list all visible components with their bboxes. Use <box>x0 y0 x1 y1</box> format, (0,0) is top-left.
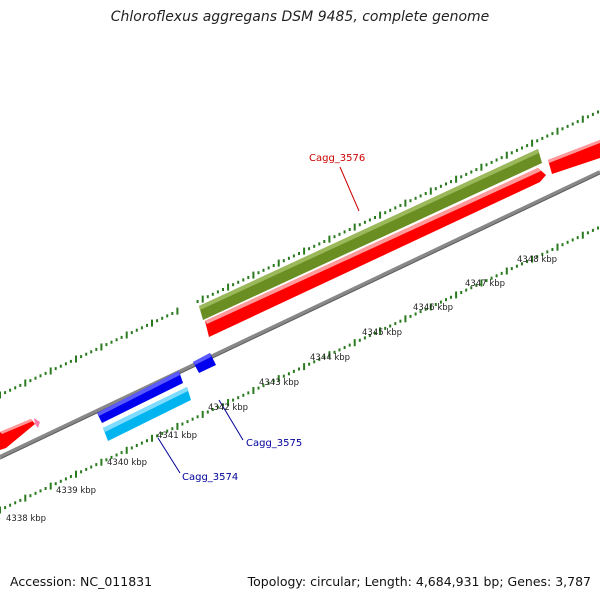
reverse-rna-track <box>103 387 191 441</box>
scale-label: 4338 kbp <box>6 514 46 524</box>
gene-feature[interactable] <box>103 387 191 441</box>
misc-feature <box>34 418 40 428</box>
gene-feature[interactable] <box>97 371 180 416</box>
scale-label: 4345 kbp <box>362 328 402 338</box>
upper-tick-row <box>0 110 599 399</box>
lower-tick-row <box>0 226 599 514</box>
gene-label-cagg-3576[interactable]: Cagg_3576 <box>309 153 365 164</box>
reverse-cds-track <box>97 353 216 423</box>
gene-feature[interactable] <box>205 168 541 324</box>
topology-summary: Topology: circular; Length: 4,684,931 bp… <box>247 574 591 589</box>
label-connector <box>157 437 181 474</box>
label-connector <box>218 399 244 441</box>
gene-feature[interactable] <box>199 149 542 320</box>
scale-label: 4339 kbp <box>56 486 96 496</box>
forward-cds-track <box>0 140 600 450</box>
genome-backbone-shade <box>0 173 600 460</box>
gene-feature[interactable] <box>205 168 546 337</box>
gene-feature[interactable] <box>193 353 216 373</box>
label-connector <box>339 166 360 212</box>
gene-feature[interactable] <box>103 387 188 432</box>
scale-label: 4343 kbp <box>259 378 299 388</box>
gene-feature[interactable] <box>0 419 33 434</box>
genome-backbone <box>0 170 600 459</box>
gene-feature[interactable] <box>548 140 600 163</box>
gene-label-cagg-3574[interactable]: Cagg_3574 <box>182 472 238 483</box>
map-title: Chloroflexus aggregans DSM 9485, complet… <box>110 9 490 25</box>
gene-feature[interactable] <box>0 419 35 450</box>
scale-label: 4342 kbp <box>208 403 248 413</box>
gene-feature[interactable] <box>193 353 211 365</box>
scale-label: 4340 kbp <box>107 458 147 468</box>
scale-label: 4341 kbp <box>157 431 197 441</box>
scale-label: 4346 kbp <box>413 303 453 313</box>
gene-feature[interactable] <box>199 149 539 310</box>
scale-label: 4348 kbp <box>517 255 557 265</box>
scale-label: 4344 kbp <box>310 353 350 363</box>
gene-label-cagg-3575[interactable]: Cagg_3575 <box>246 438 302 449</box>
forward-feature-track <box>199 149 542 320</box>
gene-feature[interactable] <box>548 140 600 174</box>
scale-label: 4347 kbp <box>465 279 505 289</box>
accession-text: Accession: NC_011831 <box>10 574 153 589</box>
